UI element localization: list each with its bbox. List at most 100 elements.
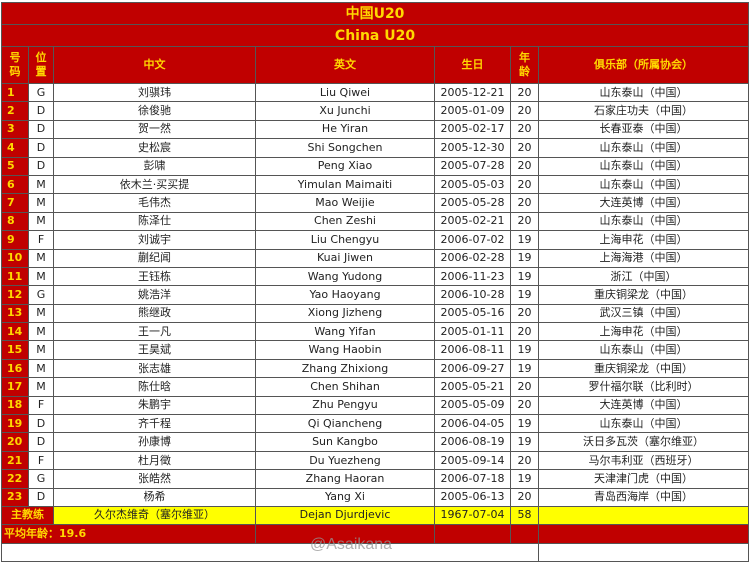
- cell-num: 20: [1, 432, 29, 452]
- cell-en: Du Yuezheng: [255, 450, 435, 471]
- cell-num: 22: [1, 469, 29, 489]
- cell-num: 14: [1, 322, 29, 342]
- cell-en: Peng Xiao: [255, 156, 435, 176]
- cell-cn: 依木兰·买买提: [53, 174, 256, 195]
- cell-cn: 杨希: [53, 487, 256, 507]
- cell-en: Chen Zeshi: [255, 211, 435, 232]
- cell-age: 20: [510, 395, 539, 416]
- player-row: 23 D 杨希 Yang Xi 2005-06-13 20 青岛西海岸（中国）: [1, 487, 750, 507]
- cell-age: 19: [510, 266, 539, 287]
- cell-cn: 王昊斌: [53, 340, 256, 360]
- cell-cn: 张志雄: [53, 358, 256, 379]
- cell-pos: F: [28, 230, 54, 250]
- player-row: 6 M 依木兰·买买提 Yimulan Maimaiti 2005-05-03 20 山东泰…: [1, 174, 750, 195]
- cell-age: 19: [510, 432, 539, 452]
- coach-birth: 1967-07-04: [434, 505, 511, 525]
- cell-birth: 2006-04-05: [434, 414, 511, 434]
- cell-pos: M: [28, 340, 54, 360]
- empty-cell: [434, 523, 511, 544]
- cell-cn: 毛伟杰: [53, 193, 256, 213]
- cell-club: 山东泰山（中国）: [537, 138, 750, 158]
- cell-en: Sun Kangbo: [255, 432, 435, 452]
- cell-club: 青岛西海岸（中国）: [537, 487, 750, 507]
- cell-num: 9: [1, 230, 29, 250]
- cell-club: 山东泰山（中国）: [537, 414, 750, 434]
- cell-club: 罗什福尔联（比利时）: [537, 377, 750, 397]
- cell-cn: 陈仕晗: [53, 377, 256, 397]
- cell-birth: 2005-02-21: [434, 211, 511, 232]
- cell-num: 21: [1, 450, 29, 471]
- player-row: 16 M 张志雄 Zhang Zhixiong 2006-09-27 19 重庆铜梁龙（中国…: [1, 358, 750, 379]
- cell-num: 5: [1, 156, 29, 176]
- cell-club: 重庆铜梁龙（中国）: [537, 358, 750, 379]
- cell-en: Wang Haobin: [255, 340, 435, 360]
- player-row: 8 M 陈泽仕 Chen Zeshi 2005-02-21 20 山东泰山（中国）: [1, 211, 750, 232]
- cell-pos: F: [28, 395, 54, 416]
- cell-en: Zhu Pengyu: [255, 395, 435, 416]
- cell-birth: 2005-05-16: [434, 303, 511, 324]
- cell-num: 11: [1, 266, 29, 287]
- cell-birth: 2006-11-23: [434, 266, 511, 287]
- cell-pos: M: [28, 266, 54, 287]
- cell-num: 16: [1, 358, 29, 379]
- cell-en: Wang Yudong: [255, 266, 435, 287]
- player-row: 4 D 史松宸 Shi Songchen 2005-12-30 20 山东泰山（中国）: [1, 138, 750, 158]
- cell-pos: D: [28, 414, 54, 434]
- player-row: 9 F 刘诚宇 Liu Chengyu 2006-07-02 19 上海申花（中国）: [1, 230, 750, 250]
- cell-pos: M: [28, 322, 54, 342]
- cell-birth: 2005-01-11: [434, 322, 511, 342]
- cell-pos: D: [28, 156, 54, 176]
- cell-en: Kuai Jiwen: [255, 248, 435, 268]
- cell-birth: 2005-12-21: [434, 82, 511, 103]
- cell-en: Liu Chengyu: [255, 230, 435, 250]
- cell-club: 山东泰山（中国）: [537, 174, 750, 195]
- title-en: China U20: [0, 24, 750, 47]
- cell-cn: 徐俊驰: [53, 101, 256, 121]
- header-age: 年龄: [510, 46, 539, 84]
- cell-cn: 刘诚宇: [53, 230, 256, 250]
- title-cn: 中国U20: [0, 2, 750, 25]
- cell-birth: 2006-09-27: [434, 358, 511, 379]
- cell-cn: 熊继政: [53, 303, 256, 324]
- cell-pos: D: [28, 487, 54, 507]
- header-en: 英文: [255, 46, 435, 84]
- coach-row: 主教练 久尔杰维奇（塞尔维亚） Dejan Djurdjevic 1967-07-04…: [1, 505, 750, 525]
- cell-pos: M: [28, 248, 54, 268]
- cell-cn: 齐千程: [53, 414, 256, 434]
- player-row: 19 D 齐千程 Qi Qiancheng 2006-04-05 19 山东泰山（中国）: [1, 414, 750, 434]
- header-row: 号码 位置 中文 英文 生日 年龄 俱乐部（所属协会）: [1, 46, 750, 84]
- cell-pos: D: [28, 432, 54, 452]
- player-row: 22 G 张皓然 Zhang Haoran 2006-07-18 19 天津津门虎（中国）: [1, 469, 750, 489]
- cell-pos: G: [28, 469, 54, 489]
- cell-birth: 2006-02-28: [434, 248, 511, 268]
- cell-en: Wang Yifan: [255, 322, 435, 342]
- cell-pos: M: [28, 303, 54, 324]
- player-row: 7 M 毛伟杰 Mao Weijie 2005-05-28 20 大连英博（中国）: [1, 193, 750, 213]
- cell-cn: 王一凡: [53, 322, 256, 342]
- cell-birth: 2006-07-18: [434, 469, 511, 489]
- cell-num: 4: [1, 138, 29, 158]
- cell-pos: G: [28, 82, 54, 103]
- cell-club: 山东泰山（中国）: [537, 211, 750, 232]
- header-cn: 中文: [53, 46, 256, 84]
- cell-club: 上海申花（中国）: [537, 230, 750, 250]
- cell-pos: G: [28, 285, 54, 305]
- cell-num: 7: [1, 193, 29, 213]
- cell-en: Mao Weijie: [255, 193, 435, 213]
- cell-cn: 蒯纪闻: [53, 248, 256, 268]
- cell-club: 大连英博（中国）: [537, 193, 750, 213]
- player-row: 18 F 朱鹏宇 Zhu Pengyu 2005-05-09 20 大连英博（中国）: [1, 395, 750, 416]
- cell-age: 19: [510, 285, 539, 305]
- cell-num: 6: [1, 174, 29, 195]
- cell-en: Shi Songchen: [255, 138, 435, 158]
- cell-cn: 史松宸: [53, 138, 256, 158]
- cell-birth: 2005-01-09: [434, 101, 511, 121]
- cell-birth: 2005-07-28: [434, 156, 511, 176]
- cell-num: 18: [1, 395, 29, 416]
- cell-pos: M: [28, 174, 54, 195]
- cell-cn: 贺一然: [53, 119, 256, 140]
- coach-club: [537, 505, 750, 525]
- coach-age: 58: [510, 505, 539, 525]
- cell-age: 19: [510, 340, 539, 360]
